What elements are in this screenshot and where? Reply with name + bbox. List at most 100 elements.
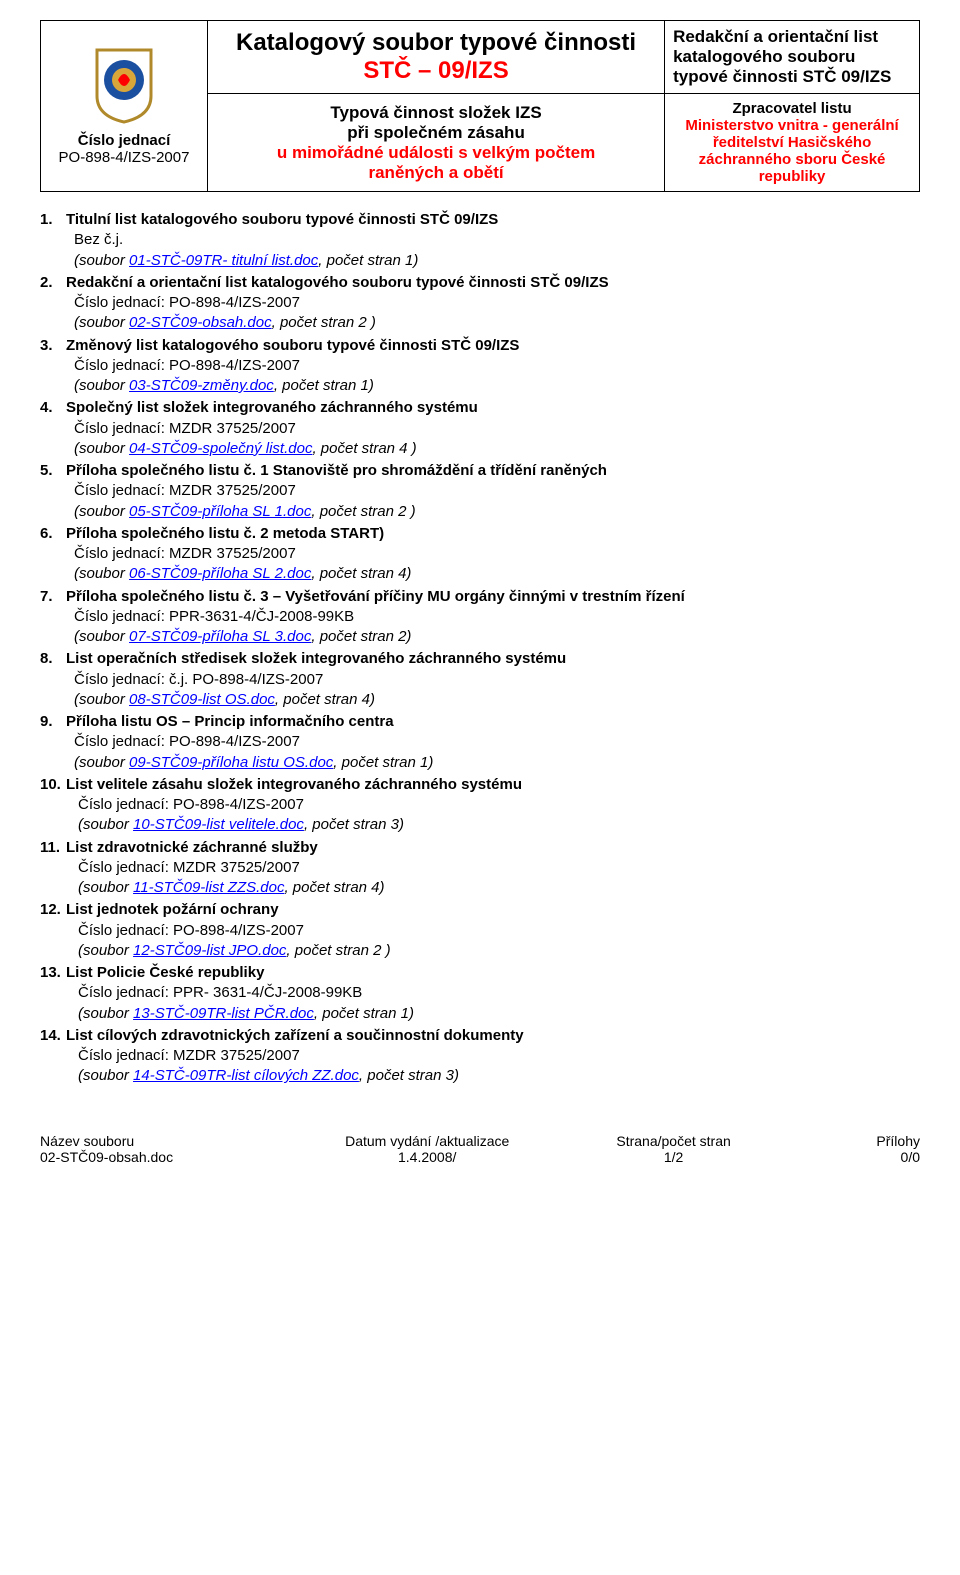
file-pre: (soubor (74, 252, 129, 269)
file-link[interactable]: 12-STČ09-list JPO.doc (133, 942, 286, 959)
footer-col4-value: 0/0 (779, 1149, 920, 1165)
file-link[interactable]: 11-STČ09-list ZZS.doc (133, 879, 284, 896)
file-link[interactable]: 14-STČ-09TR-list cílových ZZ.doc (133, 1067, 359, 1084)
item-cj: Číslo jednací: č.j. PO-898-4/IZS-2007 (40, 670, 920, 690)
file-link[interactable]: 03-STČ09-změny.doc (129, 377, 274, 394)
item-number: 6. (40, 524, 66, 544)
file-pre: (soubor (74, 691, 129, 708)
item-file-line: (soubor 14-STČ-09TR-list cílových ZZ.doc… (40, 1066, 920, 1086)
file-post: , počet stran 2 ) (272, 314, 376, 331)
cj-value: PO-898-4/IZS-2007 (49, 149, 199, 166)
item-number: 8. (40, 649, 66, 669)
list-item: 13.List Policie České republikyČíslo jed… (40, 963, 920, 1024)
item-title: List operačních středisek složek integro… (66, 650, 566, 667)
list-item: 10.List velitele zásahu složek integrova… (40, 775, 920, 836)
file-link[interactable]: 10-STČ09-list velitele.doc (133, 816, 304, 833)
file-link[interactable]: 05-STČ09-příloha SL 1.doc (129, 503, 311, 520)
item-cj: Číslo jednací: PO-898-4/IZS-2007 (40, 356, 920, 376)
title-code: STČ – 09/IZS (216, 57, 656, 85)
file-post: , počet stran 3) (304, 816, 404, 833)
item-number: 11. (40, 838, 66, 858)
list-item: 14.List cílových zdravotnických zařízení… (40, 1026, 920, 1087)
item-title: Příloha listu OS – Princip informačního … (66, 713, 394, 730)
file-post: , počet stran 2 ) (311, 503, 415, 520)
subtitle-line-1a: Typová činnost složek IZS (216, 103, 656, 123)
page-footer: Název souboru 02-STČ09-obsah.doc Datum v… (40, 1133, 920, 1165)
right-title: Redakční a orientační list katalogového … (673, 27, 911, 87)
title-main: Katalogový soubor typové činnosti (216, 29, 656, 57)
item-number: 10. (40, 775, 66, 795)
file-link[interactable]: 07-STČ09-příloha SL 3.doc (129, 628, 311, 645)
item-file-line: (soubor 02-STČ09-obsah.doc, počet stran … (40, 313, 920, 333)
item-file-line: (soubor 04-STČ09-společný list.doc, poče… (40, 439, 920, 459)
item-cj: Číslo jednací: PO-898-4/IZS-2007 (40, 921, 920, 941)
file-pre: (soubor (74, 314, 129, 331)
file-pre: (soubor (78, 879, 133, 896)
item-number: 9. (40, 712, 66, 732)
file-post: , počet stran 1) (318, 252, 418, 269)
item-title: Příloha společného listu č. 1 Stanoviště… (66, 462, 607, 479)
file-post: , počet stran 4) (284, 879, 384, 896)
item-cj: Bez č.j. (40, 230, 920, 250)
list-item: 4.Společný list složek integrovaného zác… (40, 398, 920, 459)
item-title: List Policie České republiky (66, 964, 264, 981)
file-link[interactable]: 02-STČ09-obsah.doc (129, 314, 272, 331)
file-post: , počet stran 1) (314, 1005, 414, 1022)
list-item: 7.Příloha společného listu č. 3 – Vyšetř… (40, 587, 920, 648)
file-pre: (soubor (74, 565, 129, 582)
item-file-line: (soubor 11-STČ09-list ZZS.doc, počet str… (40, 878, 920, 898)
item-file-line: (soubor 12-STČ09-list JPO.doc, počet str… (40, 941, 920, 961)
item-file-line: (soubor 13-STČ-09TR-list PČR.doc, počet … (40, 1004, 920, 1024)
file-pre: (soubor (78, 816, 133, 833)
file-pre: (soubor (74, 628, 129, 645)
subtitle-line-1b: při společném zásahu (216, 123, 656, 143)
file-post: , počet stran 2 ) (286, 942, 390, 959)
item-title: Změnový list katalogového souboru typové… (66, 337, 519, 354)
processor-body: Ministerstvo vnitra - generální ředitels… (673, 117, 911, 185)
item-cj: Číslo jednací: MZDR 37525/2007 (40, 419, 920, 439)
file-link[interactable]: 09-STČ09-příloha listu OS.doc (129, 754, 333, 771)
item-number: 13. (40, 963, 66, 983)
item-file-line: (soubor 09-STČ09-příloha listu OS.doc, p… (40, 753, 920, 773)
file-post: , počet stran 1) (333, 754, 433, 771)
file-link[interactable]: 04-STČ09-společný list.doc (129, 440, 312, 457)
file-pre: (soubor (78, 1067, 133, 1084)
footer-col1-value: 02-STČ09-obsah.doc (40, 1149, 286, 1165)
list-item: 11.List zdravotnické záchranné službyČís… (40, 838, 920, 899)
list-item: 6.Příloha společného listu č. 2 metoda S… (40, 524, 920, 585)
item-title: Redakční a orientační list katalogového … (66, 274, 609, 291)
file-pre: (soubor (74, 377, 129, 394)
item-file-line: (soubor 06-STČ09-příloha SL 2.doc, počet… (40, 564, 920, 584)
item-cj: Číslo jednací: PO-898-4/IZS-2007 (40, 293, 920, 313)
item-number: 14. (40, 1026, 66, 1046)
subtitle-line-2b: raněných a obětí (216, 163, 656, 183)
item-number: 4. (40, 398, 66, 418)
item-file-line: (soubor 01-STČ-09TR- titulní list.doc, p… (40, 251, 920, 271)
item-title: Příloha společného listu č. 2 metoda STA… (66, 525, 384, 542)
item-number: 1. (40, 210, 66, 230)
file-post: , počet stran 2) (311, 628, 411, 645)
header-left-cell: Číslo jednací PO-898-4/IZS-2007 (41, 21, 208, 192)
footer-col1-header: Název souboru (40, 1133, 286, 1149)
file-pre: (soubor (74, 440, 129, 457)
item-title: List jednotek požární ochrany (66, 901, 279, 918)
item-title: List cílových zdravotnických zařízení a … (66, 1027, 524, 1044)
header-center-top-cell: Katalogový soubor typové činnosti STČ – … (208, 21, 665, 94)
footer-col4-header: Přílohy (779, 1133, 920, 1149)
item-number: 2. (40, 273, 66, 293)
footer-col3-header: Strana/počet stran (568, 1133, 779, 1149)
file-pre: (soubor (74, 503, 129, 520)
subtitle-line-2a: u mimořádné události s velkým počtem (216, 143, 656, 163)
item-title: Společný list složek integrovaného záchr… (66, 399, 478, 416)
file-link[interactable]: 08-STČ09-list OS.doc (129, 691, 275, 708)
list-item: 8.List operačních středisek složek integ… (40, 649, 920, 710)
file-pre: (soubor (74, 754, 129, 771)
cj-label: Číslo jednací (49, 132, 199, 149)
item-file-line: (soubor 07-STČ09-příloha SL 3.doc, počet… (40, 627, 920, 647)
header-right-top-cell: Redakční a orientační list katalogového … (665, 21, 920, 94)
file-link[interactable]: 01-STČ-09TR- titulní list.doc (129, 252, 318, 269)
file-link[interactable]: 06-STČ09-příloha SL 2.doc (129, 565, 311, 582)
file-post: , počet stran 4 ) (312, 440, 416, 457)
file-link[interactable]: 13-STČ-09TR-list PČR.doc (133, 1005, 314, 1022)
header-right-bottom-cell: Zpracovatel listu Ministerstvo vnitra - … (665, 94, 920, 192)
